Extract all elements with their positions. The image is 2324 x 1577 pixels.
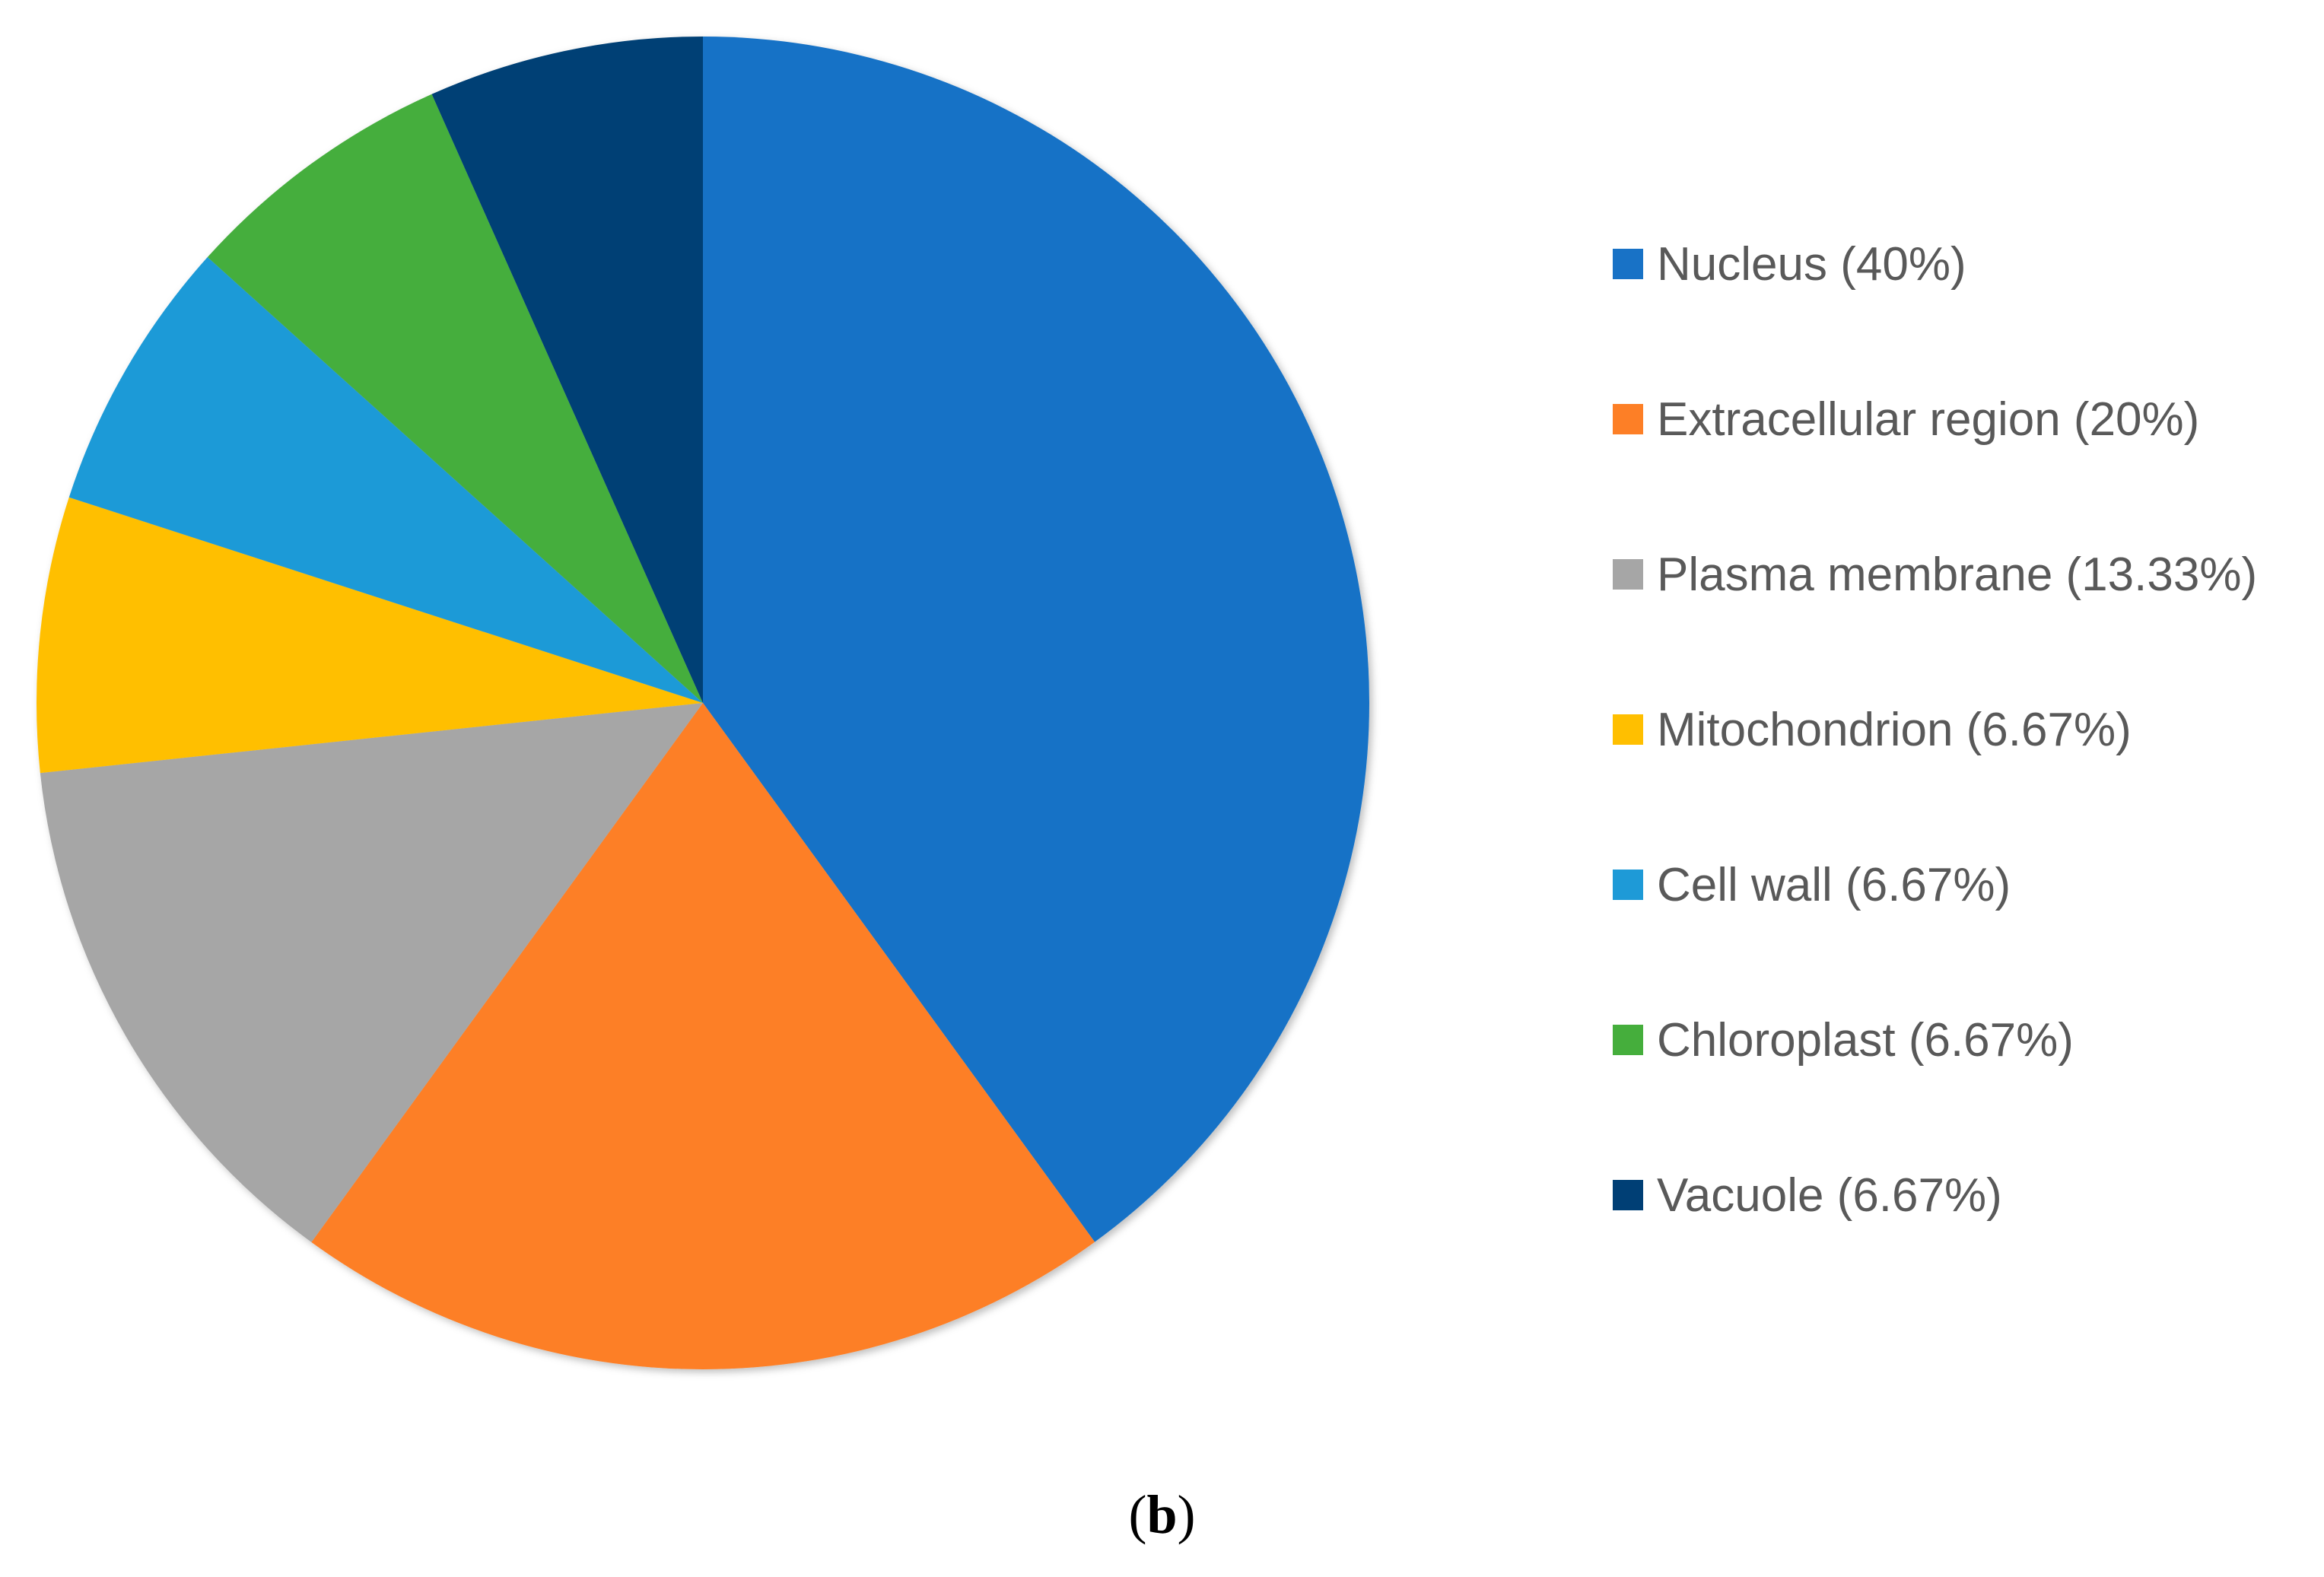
legend-item-5: Chloroplast (6.67%) (1613, 962, 2257, 1118)
legend-label: Extracellular region (20%) (1657, 393, 2200, 446)
legend-swatch (1613, 404, 1643, 434)
legend-swatch (1613, 714, 1643, 745)
panel-label-open: ( (1128, 1484, 1147, 1545)
pie-slice-4 (68, 257, 704, 703)
legend-label: Vacuole (6.67%) (1657, 1168, 2002, 1222)
pie-slice-3 (37, 497, 704, 774)
legend-item-0: Nucleus (40%) (1613, 186, 2257, 342)
legend-label: Cell wall (6.67%) (1657, 858, 2011, 911)
panel-label-close: ) (1177, 1484, 1196, 1545)
legend-swatch (1613, 249, 1643, 279)
pie-slice-5 (207, 94, 703, 704)
legend-label: Nucleus (40%) (1657, 237, 1966, 291)
legend-item-3: Mitochondrion (6.67%) (1613, 652, 2257, 807)
legend-swatch (1613, 1025, 1643, 1055)
legend-item-1: Extracellular region (20%) (1613, 342, 2257, 497)
pie-slice-0 (703, 36, 1370, 1242)
panel-label: (b) (0, 1483, 2324, 1547)
legend-label: Plasma membrane (13.33%) (1657, 548, 2258, 601)
legend-label: Mitochondrion (6.67%) (1657, 703, 2132, 756)
panel-label-letter: b (1146, 1484, 1178, 1545)
pie-slice-2 (40, 703, 704, 1242)
chart-legend: Nucleus (40%) Extracellular region (20%) P… (1613, 186, 2257, 1273)
legend-item-2: Plasma membrane (13.33%) (1613, 497, 2257, 652)
legend-swatch (1613, 559, 1643, 590)
legend-swatch (1613, 1180, 1643, 1210)
pie-slices (37, 36, 1370, 1369)
pie-slice-1 (311, 703, 1095, 1369)
legend-item-4: Cell wall (6.67%) (1613, 807, 2257, 962)
legend-swatch (1613, 870, 1643, 900)
pie-slice-6 (431, 37, 703, 703)
legend-item-6: Vacuole (6.67%) (1613, 1118, 2257, 1273)
legend-label: Chloroplast (6.67%) (1657, 1013, 2074, 1067)
